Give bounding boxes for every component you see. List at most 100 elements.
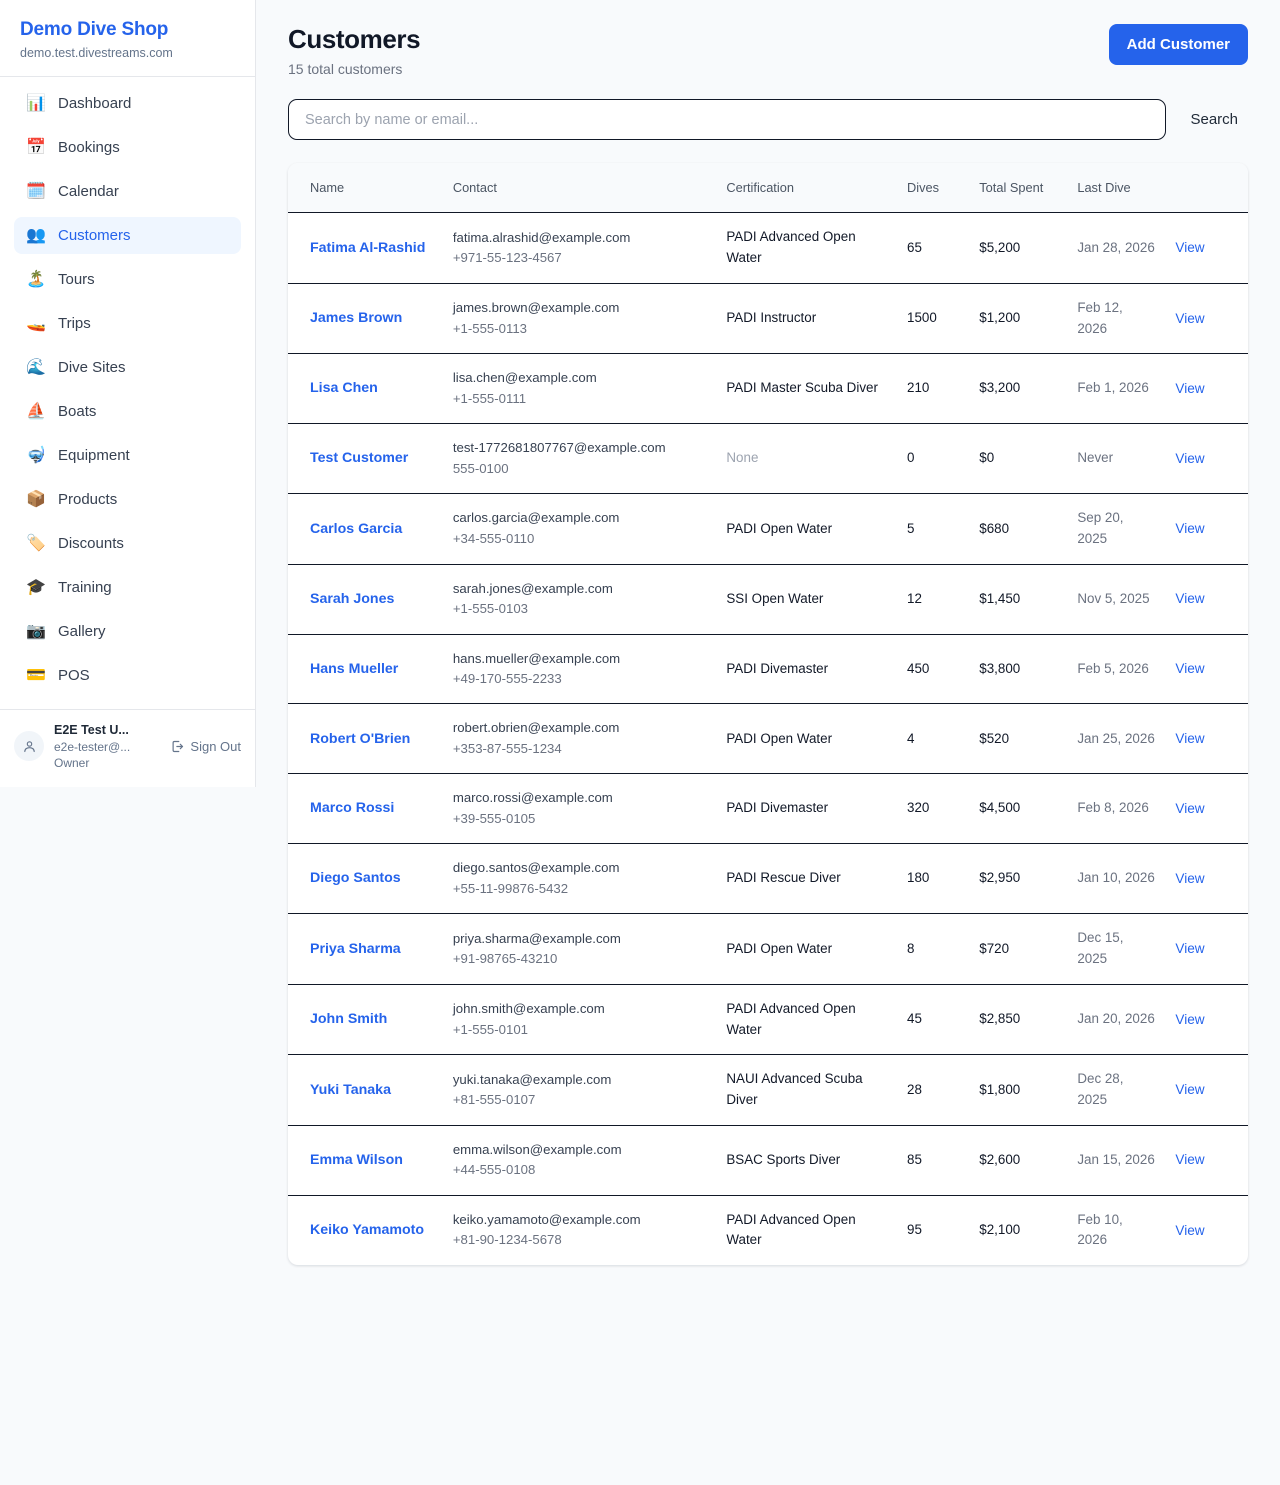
sidebar-item-discounts[interactable]: 🏷️ Discounts bbox=[14, 525, 241, 562]
diving-mask-icon: 🤿 bbox=[26, 445, 46, 465]
sidebar-item-dashboard[interactable]: 📊 Dashboard bbox=[14, 85, 241, 122]
view-link[interactable]: View bbox=[1175, 1082, 1205, 1098]
customer-name-link[interactable]: James Brown bbox=[310, 310, 403, 327]
sidebar-item-label: Trips bbox=[58, 314, 91, 332]
customer-certification-cell: PADI Instructor bbox=[716, 283, 898, 355]
tag-icon: 🏷️ bbox=[26, 533, 46, 553]
sidebar-item-dive-sites[interactable]: 🌊 Dive Sites bbox=[14, 349, 241, 386]
customer-name-link[interactable]: Priya Sharma bbox=[310, 940, 401, 957]
customer-name-link[interactable]: Marco Rossi bbox=[310, 800, 395, 817]
view-link[interactable]: View bbox=[1175, 240, 1205, 256]
table-row: Keiko Yamamoto keiko.yamamoto@example.com… bbox=[288, 1195, 1248, 1265]
customer-name-link[interactable]: Emma Wilson bbox=[310, 1151, 403, 1168]
customer-total-spent-cell: $2,850 bbox=[969, 984, 1068, 1056]
actions-cell: View bbox=[1165, 843, 1248, 915]
sidebar-item-gallery[interactable]: 📷 Gallery bbox=[14, 613, 241, 650]
view-link[interactable]: View bbox=[1175, 941, 1205, 957]
customer-name-link[interactable]: Keiko Yamamoto bbox=[310, 1222, 425, 1239]
customer-email: robert.obrien@example.com bbox=[452, 720, 620, 736]
sidebar-item-training[interactable]: 🎓 Training bbox=[14, 569, 241, 606]
island-icon: 🏝️ bbox=[26, 269, 46, 289]
contact-cell: lisa.chen@example.com +1-555-0111 bbox=[442, 353, 717, 425]
customer-total-spent: $3,200 bbox=[979, 380, 1021, 396]
customer-name-link[interactable]: Fatima Al-Rashid bbox=[310, 239, 426, 256]
page-header-text: Customers 15 total customers bbox=[288, 24, 421, 77]
add-customer-button[interactable]: Add Customer bbox=[1108, 24, 1248, 65]
view-link[interactable]: View bbox=[1175, 310, 1205, 326]
customer-name-link[interactable]: Robert O'Brien bbox=[310, 730, 411, 747]
view-link[interactable]: View bbox=[1175, 1152, 1205, 1168]
customer-name-link-cell: Fatima Al-Rashid bbox=[288, 212, 443, 284]
customer-name-link-cell: Hans Mueller bbox=[288, 634, 443, 705]
sidebar-item-calendar[interactable]: 🗓️ Calendar bbox=[14, 173, 241, 210]
customer-certification: PADI Instructor bbox=[726, 310, 817, 326]
customer-name-link[interactable]: John Smith bbox=[310, 1011, 388, 1028]
customer-last-dive: Feb 5, 2026 bbox=[1077, 660, 1149, 676]
view-link[interactable]: View bbox=[1175, 870, 1205, 886]
spiral-calendar-icon: 🗓️ bbox=[26, 181, 46, 201]
sidebar-item-trips[interactable]: 🚤 Trips bbox=[14, 305, 241, 342]
customer-total-spent: $520 bbox=[979, 730, 1010, 746]
customer-last-dive: Sep 20, 2025 bbox=[1077, 510, 1124, 546]
contact-cell: diego.santos@example.com +55-11-99876-543… bbox=[442, 843, 717, 915]
sign-out-label: Sign Out bbox=[190, 738, 241, 754]
sidebar-nav: 📊 Dashboard 📅 Bookings 🗓️ Calendar 👥 Customers 🏝… bbox=[0, 77, 255, 709]
customer-name-link[interactable]: Lisa Chen bbox=[310, 380, 378, 397]
customer-name-link[interactable]: Sarah Jones bbox=[310, 590, 395, 607]
customer-dives: 180 bbox=[907, 870, 930, 886]
sidebar-item-tours[interactable]: 🏝️ Tours bbox=[14, 261, 241, 298]
customer-name-link[interactable]: Hans Mueller bbox=[310, 660, 399, 677]
view-link[interactable]: View bbox=[1175, 800, 1205, 816]
view-link[interactable]: View bbox=[1175, 591, 1205, 607]
view-link[interactable]: View bbox=[1175, 450, 1205, 466]
sidebar-item-bookings[interactable]: 📅 Bookings bbox=[14, 129, 241, 166]
table-row: Priya Sharma priya.sharma@example.com +91-… bbox=[288, 913, 1248, 985]
view-link[interactable]: View bbox=[1175, 661, 1205, 677]
page-subtitle: 15 total customers bbox=[288, 61, 403, 77]
sidebar-item-label: Training bbox=[58, 578, 112, 596]
customer-total-spent: $1,450 bbox=[979, 590, 1021, 606]
customer-dives-cell: 8 bbox=[897, 913, 970, 985]
customer-total-spent: $5,200 bbox=[979, 239, 1021, 255]
sidebar-item-customers[interactable]: 👥 Customers bbox=[14, 216, 241, 254]
customer-dives: 45 bbox=[907, 1011, 922, 1027]
customer-last-dive-cell: Feb 5, 2026 bbox=[1067, 634, 1166, 705]
user-meta: E2E Test U... e2e-tester@... Owner bbox=[54, 722, 160, 771]
sidebar-item-boats[interactable]: ⛵ Boats bbox=[14, 393, 241, 430]
customer-name-link[interactable]: Yuki Tanaka bbox=[310, 1081, 391, 1098]
customer-name-link[interactable]: Diego Santos bbox=[310, 870, 401, 887]
customer-dives-cell: 450 bbox=[897, 634, 970, 705]
sidebar-item-products[interactable]: 📦 Products bbox=[14, 481, 241, 518]
customer-dives: 1500 bbox=[907, 310, 937, 326]
table-row: Yuki Tanaka yuki.tanaka@example.com +81-55… bbox=[288, 1054, 1248, 1126]
customer-name-link[interactable]: Test Customer bbox=[310, 450, 409, 467]
sign-out-button[interactable]: Sign Out bbox=[170, 739, 241, 754]
contact-cell: fatima.alrashid@example.com +971-55-123-4… bbox=[442, 212, 717, 284]
actions-cell: View bbox=[1165, 212, 1248, 284]
calendar-17-icon: 📅 bbox=[26, 137, 46, 157]
customer-email: keiko.yamamoto@example.com bbox=[452, 1212, 641, 1228]
customer-last-dive: Jan 28, 2026 bbox=[1077, 239, 1155, 255]
view-link[interactable]: View bbox=[1175, 731, 1205, 747]
sidebar-item-pos[interactable]: 💳 POS bbox=[14, 657, 241, 694]
view-link[interactable]: View bbox=[1175, 1011, 1205, 1027]
camera-icon: 📷 bbox=[26, 621, 46, 641]
table-row: John Smith john.smith@example.com +1-555-0… bbox=[288, 984, 1248, 1056]
customer-certification: SSI Open Water bbox=[726, 590, 824, 606]
customer-certification: PADI Divemaster bbox=[726, 660, 829, 676]
search-button[interactable]: Search bbox=[1180, 103, 1248, 136]
customer-name-link[interactable]: Carlos Garcia bbox=[310, 520, 403, 537]
view-link[interactable]: View bbox=[1175, 521, 1205, 537]
contact-cell: emma.wilson@example.com +44-555-0108 bbox=[442, 1125, 717, 1196]
sidebar-item-equipment[interactable]: 🤿 Equipment bbox=[14, 437, 241, 474]
sidebar-item-label: Discounts bbox=[58, 534, 124, 552]
customer-dives-cell: 28 bbox=[897, 1054, 970, 1126]
customer-total-spent-cell: $2,950 bbox=[969, 843, 1068, 915]
view-link[interactable]: View bbox=[1175, 380, 1205, 396]
actions-cell: View bbox=[1165, 1054, 1248, 1126]
customer-name-link-cell: Sarah Jones bbox=[288, 564, 443, 635]
search-input[interactable] bbox=[288, 99, 1167, 140]
customer-email: marco.rossi@example.com bbox=[452, 790, 613, 806]
view-link[interactable]: View bbox=[1175, 1222, 1205, 1238]
contact-cell: john.smith@example.com +1-555-0101 bbox=[442, 984, 717, 1056]
